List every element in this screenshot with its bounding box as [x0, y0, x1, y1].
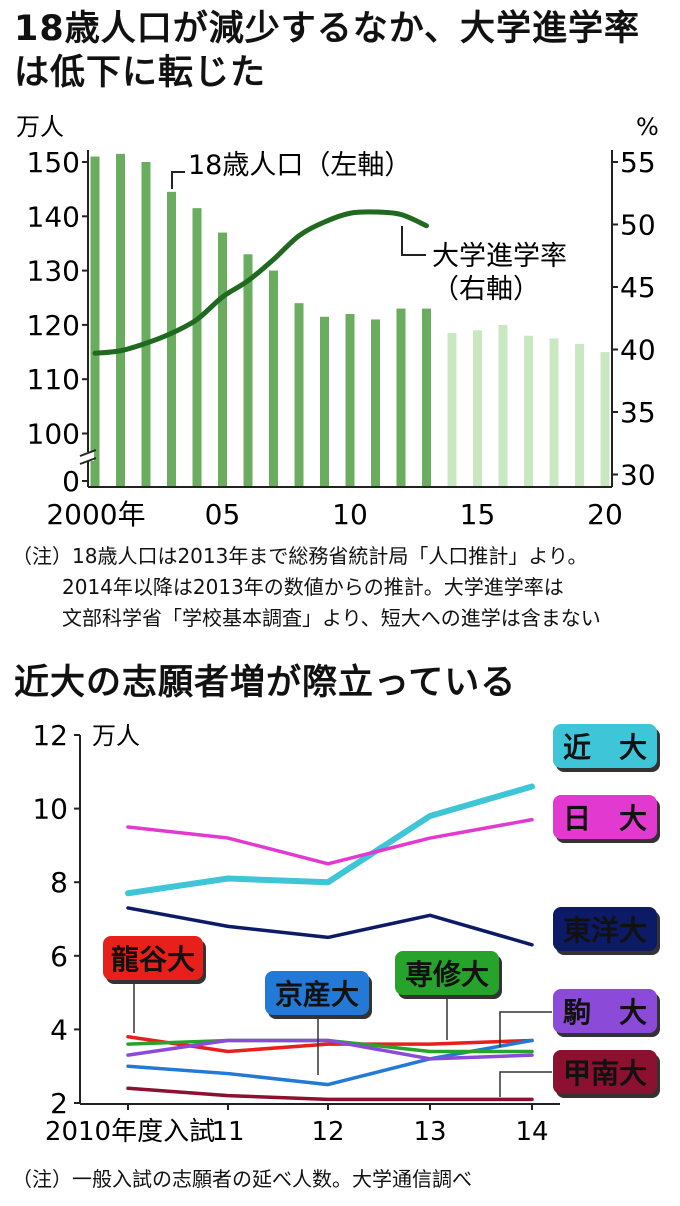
chart1-note-line2: 2014年以降は2013年の数値からの推計。大学進学率は — [62, 575, 564, 599]
rate-axis-note: （右軸） — [432, 274, 540, 305]
chart2-y-tick-label: 8 — [50, 866, 68, 899]
enrollment-rate-line — [92, 209, 429, 356]
chart1-title-line2: は低下に転じた — [14, 53, 267, 93]
chart2-title: 近大の志願者増が際立っている — [14, 663, 517, 703]
population-rate-chart: 万人 % 150 140 130 120 110 100 0 55 50 45 40 35 30 18… — [16, 113, 659, 531]
label-box-kyosan — [265, 971, 369, 1015]
series-line-nichidai — [126, 817, 534, 866]
population-bar-2008 — [294, 303, 304, 487]
left-tick-label: 130 — [27, 255, 80, 288]
left-tick-label: 100 — [27, 418, 80, 451]
chart2-x-tick-label: 13 — [413, 1117, 446, 1147]
population-bar-2016 — [498, 324, 508, 487]
chart2-y-tick-label: 12 — [32, 719, 68, 752]
chart2-unit: 万人 — [92, 722, 140, 750]
label-text-kyosan: 京産大 — [275, 978, 359, 1011]
chart1-title-line1: 18歳人口が減少するなか、大学進学率 — [14, 9, 641, 49]
label-text-ryukoku: 龍谷大 — [111, 943, 195, 976]
population-bar-2009 — [320, 316, 329, 487]
right-tick-label: 30 — [620, 459, 656, 492]
left-tick-label: 0 — [62, 465, 80, 498]
chart2-y-tick-label: 2 — [50, 1087, 68, 1120]
chart2-y-tick-label: 10 — [32, 793, 68, 826]
left-tick-label: 150 — [27, 146, 80, 179]
axis-break-mark — [79, 457, 97, 465]
label-box-komazawa — [553, 989, 657, 1033]
right-tick-label: 55 — [620, 146, 656, 179]
right-axis-unit: % — [636, 113, 659, 141]
population-bar-2013 — [422, 308, 431, 487]
label-text-nichidai: 日 大 — [563, 802, 647, 835]
population-bar-2018 — [549, 338, 559, 487]
chart2-x-tick-label: 14 — [515, 1117, 548, 1147]
chart2-x-tick-label: 11 — [211, 1117, 244, 1147]
population-bar-2012 — [396, 308, 406, 487]
population-bar-2020 — [600, 352, 610, 487]
population-bar-2015 — [473, 330, 482, 487]
right-tick-label: 50 — [620, 209, 656, 242]
left-axis-unit: 万人 — [16, 113, 64, 141]
series-line-komazawa — [126, 1038, 534, 1061]
x-tick-label: 10 — [332, 498, 368, 531]
rate-series-label: 大学進学率 — [432, 241, 567, 272]
chart1-note-line3: 文部科学省「学校基本調査」より、短大への進学は含まない — [62, 606, 601, 630]
leader-komazawa — [499, 1011, 552, 1047]
chart2-x-tick-label: 12 — [311, 1117, 344, 1147]
label-text-konan: 甲南大 — [563, 1057, 647, 1090]
label-box-senshu — [395, 951, 499, 995]
rate-label-leader — [401, 226, 426, 256]
label-box-konan — [553, 1050, 657, 1094]
population-label-leader — [171, 171, 185, 189]
chart2-y-tick-label: 6 — [50, 940, 68, 973]
population-bar-2005 — [218, 232, 227, 487]
label-box-nichidai — [553, 795, 657, 839]
label-box-kindai — [553, 724, 657, 768]
population-bar-2001 — [116, 153, 125, 488]
right-tick-label: 35 — [620, 396, 656, 429]
left-tick-label: 140 — [27, 200, 80, 233]
population-bar-2011 — [371, 319, 380, 487]
population-bar-2003 — [167, 191, 176, 488]
population-bar-2010 — [345, 314, 355, 487]
left-tick-label: 110 — [27, 363, 80, 396]
axis-break-gap — [82, 452, 94, 461]
chart2-note: （注）一般入試の志願者の延べ人数。大学通信調べ — [12, 1167, 472, 1191]
population-bar-2006 — [243, 254, 253, 487]
x-tick-label: 20 — [587, 498, 623, 531]
population-bar-2004 — [192, 208, 202, 487]
population-bar-2002 — [141, 162, 151, 487]
right-tick-label: 45 — [620, 271, 656, 304]
left-tick-label: 120 — [27, 309, 80, 342]
series-line-kindai — [125, 783, 535, 897]
chart1-note-line1: （注）18歳人口は2013年まで総務省統計局「人口推計」より。 — [12, 544, 588, 568]
population-bar-2019 — [575, 343, 584, 487]
right-tick-label: 40 — [620, 334, 656, 367]
label-text-senshu: 専修大 — [405, 958, 489, 991]
axis-break-mark — [79, 449, 97, 457]
population-bar-2007 — [269, 270, 278, 487]
label-text-toyo: 東洋大 — [563, 914, 647, 947]
series-line-konan — [126, 1086, 534, 1102]
chart2-y-tick-label: 4 — [50, 1013, 68, 1046]
series-line-toyo — [126, 906, 534, 947]
chart2-x-tick-label: 2010年度入試 — [45, 1117, 215, 1147]
population-bar-2014 — [447, 333, 457, 487]
population-bar-2017 — [524, 335, 533, 487]
leader-konan — [499, 1071, 552, 1097]
population-series-label: 18歳人口（左軸） — [188, 150, 411, 181]
label-text-komazawa: 駒 大 — [563, 996, 647, 1029]
x-tick-label: 2000年 — [46, 498, 145, 531]
x-tick-label: 05 — [205, 498, 241, 531]
population-bar-2000 — [90, 156, 100, 487]
label-box-toyo — [553, 907, 657, 951]
x-tick-label: 15 — [460, 498, 496, 531]
label-box-ryukoku — [103, 936, 203, 980]
label-text-kindai: 近 大 — [563, 731, 647, 764]
